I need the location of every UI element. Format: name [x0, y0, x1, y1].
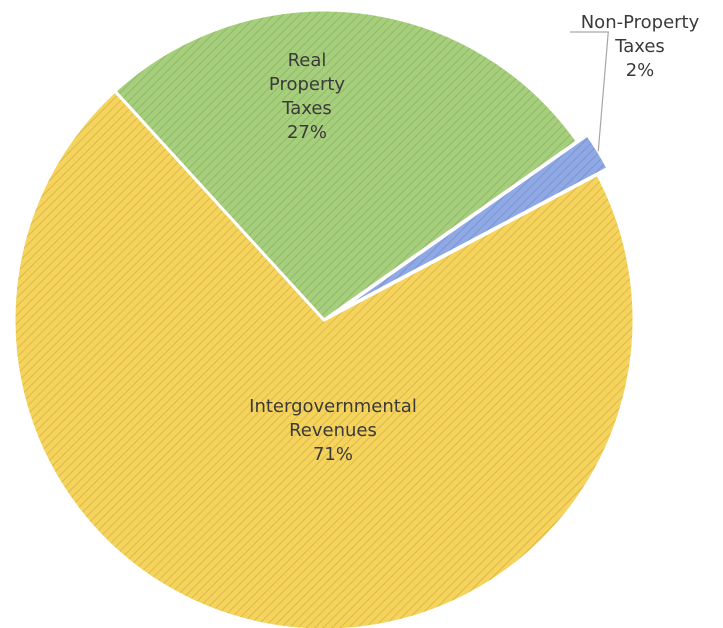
leader-line-2 — [570, 31, 609, 152]
pie-slice-2 — [332, 133, 610, 316]
leader-layer — [570, 31, 609, 152]
slice-label-1: Real Property Taxes 27% — [269, 50, 346, 143]
slice-name-line: Taxes — [281, 98, 332, 119]
slice-name-line: Taxes — [614, 36, 665, 57]
pie-slice-1 — [113, 8, 579, 322]
slice-percent-label: 2% — [626, 60, 655, 81]
slices-layer — [12, 8, 636, 628]
slice-name-line: Non-Property — [581, 12, 700, 33]
labels-layer: Intergovernmental Revenues 71% Real Property… — [249, 12, 699, 465]
slice-name-line: Intergovernmental — [249, 396, 417, 417]
slice-label-2: Non-Property Taxes 2% — [581, 12, 700, 81]
pie-slice-0 — [12, 89, 636, 628]
slice-percent-label: 27% — [287, 122, 327, 143]
slice-name-line: Revenues — [289, 420, 377, 441]
slice-label-0: Intergovernmental Revenues 71% — [249, 396, 417, 465]
slice-percent-label: 71% — [313, 444, 353, 465]
slice-name-line: Real — [288, 50, 327, 71]
slice-name-line: Property — [269, 74, 346, 95]
